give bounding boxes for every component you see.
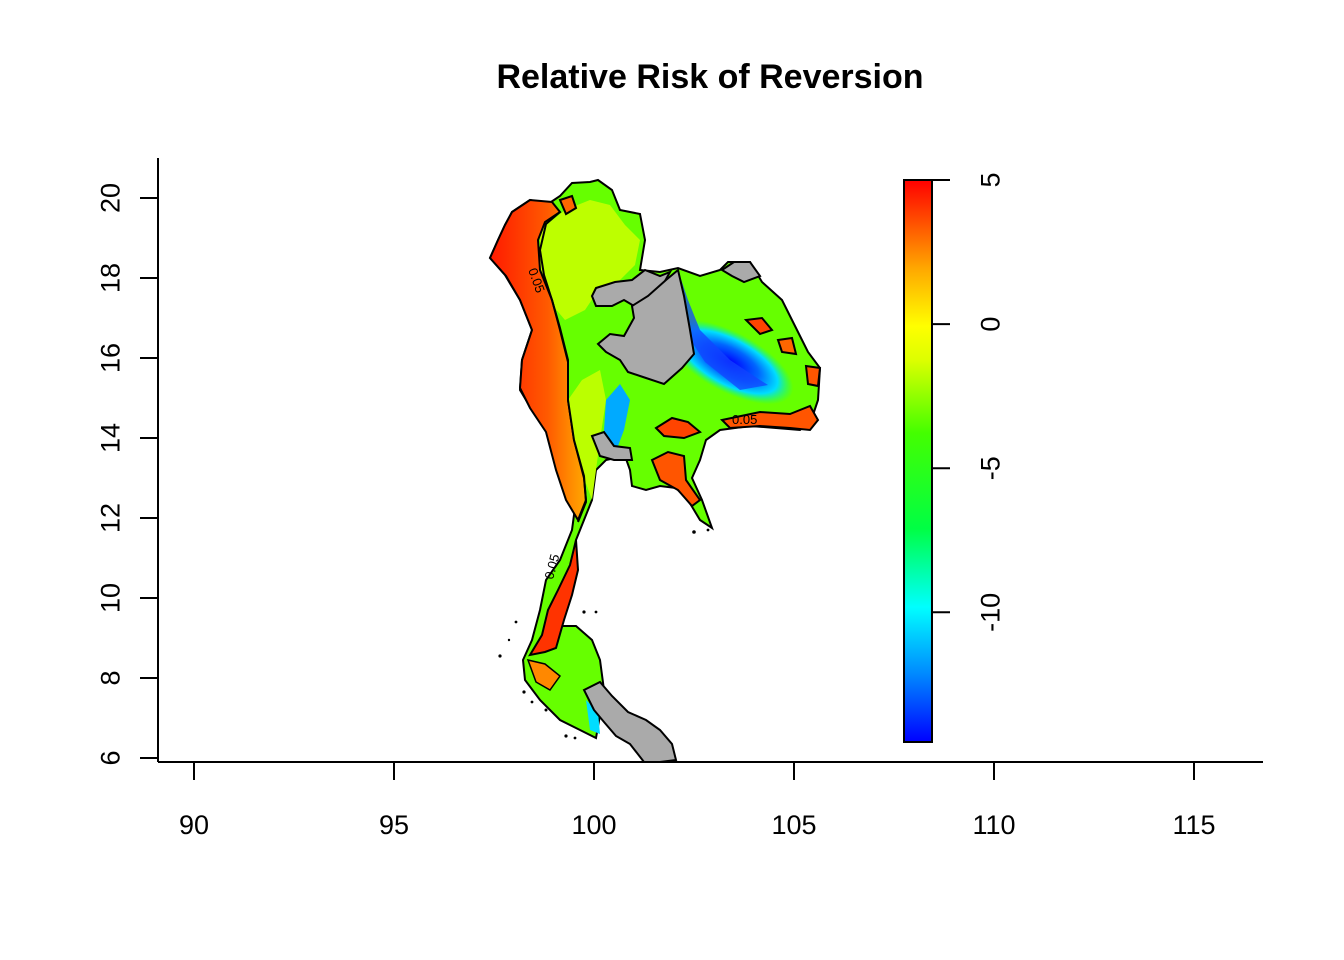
central-red-patch <box>654 416 702 440</box>
northeast-blue-streak <box>676 276 768 390</box>
eastern-red-patch <box>719 404 820 432</box>
masked-region-central <box>596 268 696 386</box>
south-orange-patch <box>526 658 562 691</box>
east-orange-patch <box>776 336 798 356</box>
x-tick-label: 100 <box>571 810 616 840</box>
y-axis-ticks: 6 8 10 12 14 16 18 20 <box>95 183 158 766</box>
thailand-map <box>488 178 822 763</box>
masked-region-bangkok <box>590 430 634 461</box>
y-tick-label: 8 <box>95 670 125 685</box>
x-tick-label: 95 <box>379 810 409 840</box>
x-tick-label: 115 <box>1172 810 1215 840</box>
contour-label-east: 0.05 <box>732 412 757 427</box>
legend-tick-label: -10 <box>975 593 1005 632</box>
x-tick-label: 90 <box>179 810 209 840</box>
colorbar-legend: 5 0 -5 -10 <box>903 172 1005 743</box>
masked-region-northeast <box>720 261 762 284</box>
masked-region-south <box>582 680 678 763</box>
eastern-edge-patch <box>804 364 822 388</box>
southern-red-band <box>527 539 580 657</box>
y-tick-label: 10 <box>95 583 125 613</box>
x-tick-label: 105 <box>771 810 816 840</box>
colorbar-ticks: 5 0 -5 -10 <box>932 172 1005 632</box>
contour-label-south: 0.05 <box>541 552 562 580</box>
y-tick-label: 14 <box>95 423 125 453</box>
y-tick-label: 12 <box>95 503 125 533</box>
legend-tick-label: 5 <box>975 172 1005 187</box>
chart-title: Relative Risk of Reversion <box>496 58 924 96</box>
northeast-red-patch <box>743 316 774 336</box>
northern-yellow-zone <box>540 200 640 320</box>
y-tick-label: 20 <box>95 183 125 213</box>
central-yellow-corridor <box>568 370 606 500</box>
colorbar <box>903 179 933 743</box>
y-tick-label: 18 <box>95 263 125 293</box>
southeast-red-patch <box>650 450 702 508</box>
legend-tick-label: -5 <box>975 456 1005 480</box>
contour-line-west <box>538 211 588 523</box>
legend-tick-label: 0 <box>975 317 1005 332</box>
y-tick-label: 16 <box>95 343 125 373</box>
central-blue-pocket <box>604 384 630 448</box>
x-tick-label: 110 <box>972 810 1015 840</box>
coastal-islands <box>498 528 710 740</box>
contour-line-north <box>558 194 578 216</box>
y-tick-label: 6 <box>95 750 125 765</box>
x-axis-ticks: 90 95 100 105 110 115 <box>179 762 1216 840</box>
south-cyan-area <box>586 700 600 734</box>
